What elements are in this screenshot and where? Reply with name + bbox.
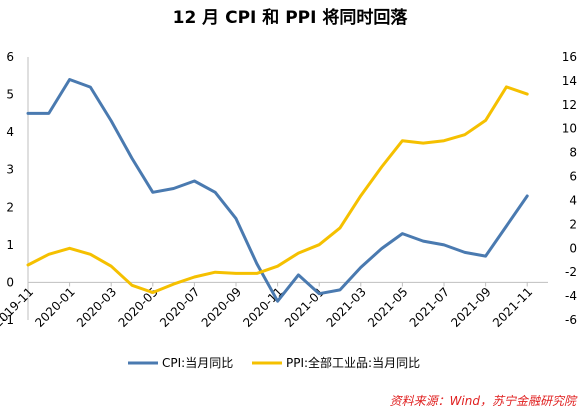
legend: CPI:当月同比 PPI:全部工业品:当月同比 — [128, 355, 420, 370]
y-right-tick-label: 0 — [569, 241, 577, 255]
y-right-tick-label: 16 — [562, 50, 577, 64]
source-note: 资料来源：Wind，苏宁金融研究院 — [390, 394, 578, 408]
y-left-tick-label: 1 — [6, 238, 14, 252]
x-tick-label: 2020-07 — [157, 285, 202, 330]
ppi-series-line — [26, 85, 529, 294]
y-right-tick-label: -6 — [565, 313, 577, 327]
y-right-tick-label: 10 — [562, 122, 577, 136]
y-right-tick-label: 8 — [569, 146, 577, 160]
y-left-tick-label: 2 — [6, 200, 14, 214]
series-layer — [26, 78, 529, 303]
y-left-tick-label: 5 — [6, 88, 14, 102]
y-right-tick-label: 2 — [569, 217, 577, 231]
x-tick-label: 2020-03 — [74, 285, 119, 330]
x-tick-label: 2021-01 — [282, 285, 327, 330]
y-right-tick-label: 4 — [569, 193, 577, 207]
y-right-tick-label: -2 — [565, 265, 577, 279]
y-left-tick-label: 0 — [6, 275, 14, 289]
y-right-tick-label: 6 — [569, 170, 577, 184]
y-left-tick-label: -1 — [2, 313, 14, 327]
y-right-tick-label: 14 — [562, 74, 577, 88]
chart-title: 12 月 CPI 和 PPI 将同时回落 — [173, 7, 409, 28]
y-right-tick-label: -4 — [565, 289, 577, 303]
legend-label: CPI:当月同比 — [162, 356, 233, 370]
x-tick-label: 2021-09 — [448, 285, 493, 330]
x-tick-label: 2021-05 — [365, 285, 410, 330]
x-tick-label: 2020-09 — [199, 285, 244, 330]
x-tick-label: 2021-11 — [490, 285, 535, 330]
x-tick-label: 2020-01 — [32, 285, 77, 330]
x-tick-label: 2019-11 — [0, 285, 36, 330]
y-right-tick-label: 12 — [562, 98, 577, 112]
y-left-tick-label: 3 — [6, 163, 14, 177]
cpi-series-line — [26, 78, 529, 303]
y-left-tick-label: 6 — [6, 50, 14, 64]
legend-label: PPI:全部工业品:当月同比 — [286, 355, 420, 370]
x-tick-label: 2021-07 — [407, 285, 452, 330]
x-tick-label: 2020-11 — [240, 285, 285, 330]
y-left-tick-label: 4 — [6, 125, 14, 139]
